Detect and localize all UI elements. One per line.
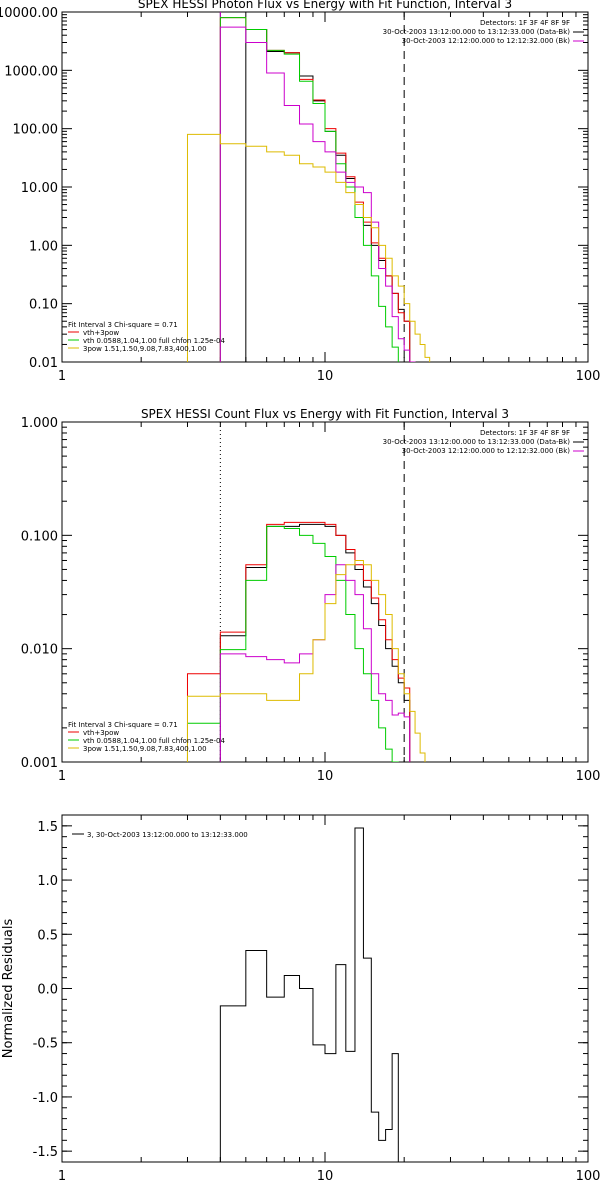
chart-title: SPEX HESSI Count Flux vs Energy with Fit… — [141, 407, 509, 421]
x-tick-label: 1 — [58, 369, 66, 384]
legend-label: 3, 30-Oct-2003 13:12:00.000 to 13:12:33.… — [87, 831, 248, 839]
axes-frame — [61, 421, 589, 763]
x-tick-label: 10 — [317, 369, 334, 384]
info-text: 30-Oct-2003 12:12:00.000 to 12:12:32.000… — [402, 37, 571, 45]
series-0-step-line — [219, 827, 405, 1162]
legend-label: 3pow 1.51,1.50,9.08,7.83,400,1.00 — [83, 345, 207, 353]
x-tick-label: 10 — [317, 1169, 334, 1184]
plot-area — [186, 422, 426, 762]
series-1-step-line — [186, 521, 411, 762]
legend-label: vth+3pow — [83, 729, 119, 737]
y-axis-label: Normalized Residuals — [1, 919, 16, 1059]
series-1-step-line — [219, 17, 411, 362]
x-tick-label: 100 — [576, 369, 600, 384]
axes-frame — [61, 11, 589, 363]
y-tick-label: 0.01 — [29, 356, 58, 371]
y-tick-label: 1.0 — [37, 874, 58, 889]
y-tick-label: 1.00 — [29, 239, 58, 254]
series-2-step-line — [219, 17, 399, 362]
x-tick-label: 1 — [58, 1169, 66, 1184]
y-tick-label: 10000.00 — [0, 6, 58, 21]
x-tick-label: 1 — [58, 769, 66, 784]
series-0-step-line — [219, 523, 411, 762]
y-tick-label: 0.10 — [29, 298, 58, 313]
series-3-step-line — [219, 564, 411, 762]
series-4-step-line — [186, 133, 431, 362]
legend-header: Fit Interval 3 Chi-square = 0.71 — [68, 721, 178, 729]
y-tick-label: 1.000 — [21, 416, 58, 431]
axes-frame — [61, 814, 589, 1163]
y-tick-label: 0.5 — [37, 928, 58, 943]
y-tick-label: -1.0 — [33, 1091, 58, 1106]
y-tick-label: 1.5 — [37, 820, 58, 835]
y-tick-label: 1000.00 — [4, 64, 58, 79]
y-tick-label: 0.100 — [21, 529, 58, 544]
info-text: 30-Oct-2003 12:12:00.000 to 12:12:32.000… — [402, 447, 571, 455]
y-tick-label: 10.00 — [21, 181, 58, 196]
info-text: Detectors: 1F 3F 4F 8F 9F — [480, 19, 570, 27]
series-3-step-line — [219, 26, 416, 362]
legend-header: Fit Interval 3 Chi-square = 0.71 — [68, 321, 178, 329]
x-tick-label: 100 — [576, 769, 600, 784]
x-tick-label: 100 — [576, 1169, 600, 1184]
residuals-panel: 1 10 100 -1.5 -1.0 -0.5 0.0 0.5 1.0 1.5 Normalized… — [1, 814, 600, 1184]
photon-flux-panel: SPEX HESSI Photon Flux vs Energy with Fi… — [0, 0, 600, 384]
series-4-step-line — [186, 559, 426, 762]
legend-label: vth+3pow — [83, 329, 119, 337]
plot-area — [219, 827, 405, 1162]
legend-label: vth 0.0588,1.04,1.00 full chfon 1.25e-04 — [83, 737, 225, 745]
y-tick-label: -1.5 — [33, 1145, 58, 1160]
count-flux-panel: SPEX HESSI Count Flux vs Energy with Fit… — [21, 407, 600, 784]
legend-label: 3pow 1.51,1.50,9.08,7.83,400,1.00 — [83, 745, 207, 753]
y-tick-label: 0.001 — [21, 756, 58, 771]
info-text: Detectors: 1F 3F 4F 8F 9F — [480, 429, 570, 437]
plot-area — [186, 12, 431, 362]
legend-label: vth 0.0588,1.04,1.00 full chfon 1.25e-04 — [83, 337, 225, 345]
y-tick-label: -0.5 — [33, 1037, 58, 1052]
series-0-step-line — [245, 29, 411, 362]
y-tick-label: 100.00 — [13, 123, 59, 138]
info-text: 30-Oct-2003 13:12:00.000 to 13:12:33.000… — [383, 438, 571, 446]
y-tick-label: 0.010 — [21, 643, 58, 658]
chart-title: SPEX HESSI Photon Flux vs Energy with Fi… — [138, 0, 512, 11]
x-tick-label: 10 — [317, 769, 334, 784]
y-tick-label: 0.0 — [37, 983, 58, 998]
info-text: 30-Oct-2003 13:12:00.000 to 13:12:33.000… — [383, 28, 571, 36]
